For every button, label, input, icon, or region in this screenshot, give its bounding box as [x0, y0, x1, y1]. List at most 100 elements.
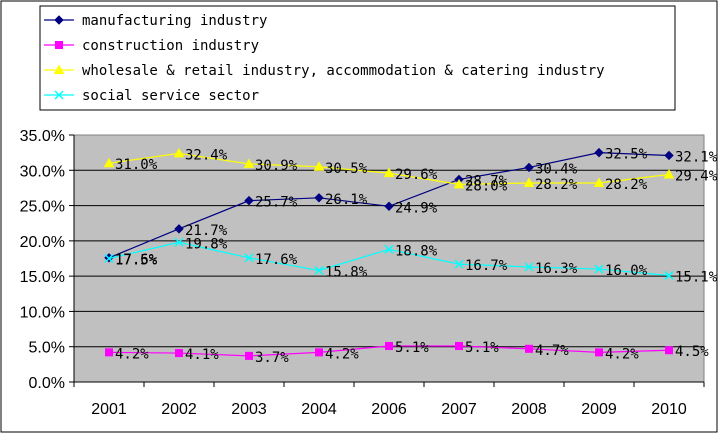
legend-label: wholesale & retail industry, accommodati… — [82, 63, 605, 79]
x-tick-label: 2006 — [371, 401, 407, 418]
data-label: 4.5% — [675, 344, 709, 360]
data-label: 3.7% — [255, 350, 289, 366]
x-axis: 2001 2002 2003 2004 2006 2007 2008 2009 2010 — [73, 381, 705, 418]
data-point — [524, 162, 534, 173]
data-label: 16.7% — [465, 258, 508, 274]
series-layer — [103, 147, 675, 360]
data-label: 16.3% — [535, 261, 578, 277]
legend-label: construction industry — [82, 38, 259, 54]
data-label: 28.0% — [465, 178, 508, 194]
x-tick-label: 2009 — [581, 401, 617, 418]
data-labels: 17.6% 21.7% 25.7% 26.1% 24.9% 28.7% 30.4% 32.5%… — [115, 147, 718, 366]
data-label: 19.8% — [185, 236, 228, 252]
data-label: 29.6% — [395, 167, 438, 183]
data-label: 15.8% — [325, 264, 368, 280]
data-point — [453, 178, 465, 189]
data-label: 31.0% — [115, 157, 158, 173]
data-label: 4.2% — [325, 346, 359, 362]
data-label: 5.1% — [395, 340, 429, 356]
data-label: 30.4% — [535, 161, 578, 177]
data-label: 17.5% — [115, 253, 158, 269]
x-tick-label: 2007 — [441, 401, 477, 418]
data-label: 4.2% — [115, 346, 149, 362]
data-point — [593, 177, 605, 187]
data-label: 30.5% — [325, 161, 368, 177]
x-tick-label: 2002 — [161, 401, 197, 418]
data-point — [384, 244, 394, 254]
data-point — [314, 193, 324, 203]
y-tick-label: 15.0% — [20, 269, 65, 286]
series-diamond — [104, 147, 674, 263]
legend-entry: manufacturing industry — [44, 13, 267, 29]
x-tick-label: 2001 — [91, 401, 127, 418]
legend-label: social service sector — [82, 88, 259, 104]
legend-entry: construction industry — [44, 38, 259, 54]
x-tick-label: 2010 — [651, 401, 687, 418]
y-tick-label: 35.0% — [20, 128, 65, 145]
data-point — [315, 348, 323, 357]
data-label: 4.7% — [535, 343, 569, 359]
data-point — [524, 262, 534, 272]
data-point — [314, 265, 324, 276]
data-label: 25.7% — [255, 195, 298, 211]
data-point — [664, 270, 674, 280]
data-point — [455, 342, 463, 351]
x-tick-label: 2004 — [301, 401, 337, 418]
data-point — [665, 346, 673, 355]
data-label: 28.2% — [605, 177, 648, 193]
legend-box — [39, 5, 676, 111]
x-tick-label: 2008 — [511, 401, 547, 418]
data-point — [594, 264, 604, 274]
series-x — [104, 237, 674, 280]
series-square — [105, 342, 673, 360]
y-tick-label: 5.0% — [29, 340, 65, 357]
legend-marker — [54, 15, 64, 25]
data-point — [594, 147, 604, 158]
data-point — [663, 169, 675, 179]
data-point — [664, 150, 674, 161]
data-point — [174, 224, 184, 234]
legend-marker — [55, 41, 63, 49]
data-point — [383, 167, 395, 178]
legend-marker — [53, 64, 65, 74]
data-label: 28.7% — [465, 173, 508, 189]
data-point — [313, 161, 325, 171]
data-point — [595, 348, 603, 357]
data-label: 4.1% — [185, 347, 219, 363]
x-tick-label: 2003 — [231, 401, 267, 418]
legend-entry: wholesale & retail industry, accommodati… — [44, 63, 605, 79]
legend-marker — [54, 90, 64, 100]
y-axis: 0.0% 5.0% 10.0% 15.0% 20.0% 25.0% 30.0% 35.0% — [20, 128, 75, 392]
data-label: 5.1% — [465, 340, 499, 356]
legend-label: manufacturing industry — [82, 13, 267, 29]
data-point — [244, 253, 254, 263]
data-point — [243, 158, 255, 168]
data-point — [384, 201, 394, 211]
data-point — [173, 147, 185, 158]
data-point — [175, 349, 183, 358]
data-point — [105, 348, 113, 357]
data-label: 32.4% — [185, 147, 228, 163]
data-point — [103, 157, 115, 168]
data-label: 21.7% — [185, 223, 228, 239]
legend: manufacturing industry construction indus… — [44, 13, 605, 104]
data-label: 30.9% — [255, 158, 298, 174]
y-tick-label: 20.0% — [20, 234, 65, 251]
series-triangle — [103, 147, 675, 189]
data-label: 32.5% — [605, 147, 648, 163]
data-point — [174, 237, 184, 247]
data-label: 15.1% — [675, 269, 718, 285]
data-label: 32.1% — [675, 149, 718, 165]
data-point — [525, 344, 533, 353]
data-label: 17.6% — [255, 252, 298, 268]
data-label: 16.0% — [605, 263, 648, 279]
data-label: 29.4% — [675, 169, 718, 185]
y-tick-label: 30.0% — [20, 163, 65, 180]
data-label: 4.2% — [605, 346, 639, 362]
data-point — [104, 253, 114, 264]
y-tick-label: 10.0% — [20, 304, 65, 321]
y-tick-label: 0.0% — [29, 375, 65, 392]
data-point — [523, 177, 535, 187]
data-point — [245, 351, 253, 360]
data-point — [385, 342, 393, 351]
